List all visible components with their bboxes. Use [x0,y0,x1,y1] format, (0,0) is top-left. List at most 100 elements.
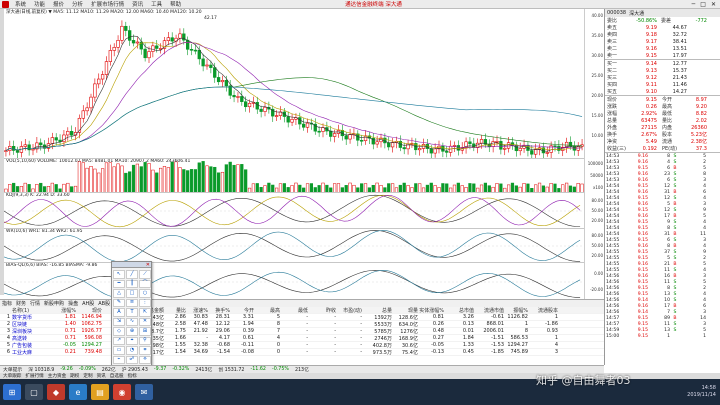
drawing-tool-icon[interactable]: ⟋ [139,270,151,279]
column-header[interactable]: 涨速% [193,307,208,314]
drawing-tool-icon[interactable]: ✕ [139,317,151,326]
grid-tab[interactable]: 行情 [30,301,41,307]
bottom-tab[interactable]: 期权 [70,374,80,379]
drawing-tool-icon[interactable]: ⋮ [139,298,151,307]
drawing-tool-icon[interactable]: ⊞ [139,327,151,336]
grid-tab[interactable]: 操盘 [68,301,79,307]
volume-panel[interactable]: VOL(5,10,60) VOLUME: 10012.07 MA5: 8481.… [4,159,584,193]
drawing-tool-icon[interactable]: ∿ [126,317,138,326]
bottom-tab[interactable]: 主力资金 [47,374,67,379]
drawing-tool-icon[interactable]: ↖ [113,270,125,279]
column-header[interactable]: 实体涨幅% [419,307,444,314]
taskview-icon[interactable]: ▢ [25,384,43,400]
drawing-tool-icon[interactable]: ◇ [113,327,125,336]
column-header[interactable]: 振幅% [513,307,528,314]
grid-tab[interactable]: 新股申购 [44,301,65,307]
column-header[interactable]: 名称(1) [12,307,30,314]
kdj-chart[interactable] [4,193,584,229]
drawing-tool-icon[interactable]: ↗ [113,336,125,345]
column-header[interactable]: 流通市值 [483,307,504,314]
menu-help[interactable]: 帮助 [170,2,182,8]
menu-system[interactable]: 系统 [15,2,27,8]
drawing-tool-icon[interactable]: A [113,308,125,317]
browser-icon[interactable]: e [69,384,87,400]
column-header[interactable]: 总金额 [148,307,164,314]
drawing-tool-icon[interactable]: ┃ [126,279,138,288]
minimize-button[interactable]: ─ [691,0,696,8]
drawing-tool-icon[interactable]: ✎ [113,298,125,307]
column-header[interactable]: 总量 [381,307,392,314]
tick-list[interactable]: 14:53 9.16 8 S 5 14:53 9.16 4 S 2 14:53 9.15 6 B 5 14:5… [605,152,720,339]
drawing-tool-icon[interactable]: ◔ [126,346,138,355]
menu-function[interactable]: 功能 [34,2,46,8]
menu-news[interactable]: 资讯 [132,2,144,8]
chart-area[interactable]: 深大通(日线,前复权) ▼ MA5: 11.12 MA10: 11.29 MA2… [4,9,604,306]
toolbox-titlebar[interactable]: ✕ [112,262,151,268]
table-row[interactable]: 3深圳板块0.711926.7713.6174688.7亿1.7521.9229… [0,328,604,335]
column-header[interactable]: 市盈(动) [343,307,362,314]
app-icon[interactable]: ◆ [47,384,65,400]
drawing-tool-icon[interactable]: ╱ [126,270,138,279]
drawing-tool-icon[interactable]: ☍ [126,355,138,364]
folder-icon[interactable]: ▤ [91,384,109,400]
drawing-tool-icon[interactable]: ⌖ [126,336,138,345]
grid-tab[interactable]: AH股 [82,301,95,307]
bottom-tab[interactable]: 自选股 [109,374,124,379]
menu-quote[interactable]: 报价 [53,2,65,8]
column-header[interactable]: 现价 [91,307,102,314]
drawing-tool-icon[interactable]: T [126,308,138,317]
drawing-toolbox[interactable]: ✕ ↖╱⟋━┃⌒△□○✎≡⋮AT⇱⇲∿✕◇⊕⊞↗⌖⚲▭◔⌗⌁☍⟡✚⊘↺ [111,261,152,374]
drawing-tool-icon[interactable]: △ [113,289,125,298]
start-icon[interactable]: ⊞ [3,384,21,400]
bottom-tab[interactable]: 指标 [127,374,137,379]
column-header[interactable]: 涨幅% [61,307,76,314]
status-item[interactable]: 大单提示 [3,368,23,373]
kline-chart[interactable] [4,9,584,159]
close-icon[interactable]: ✕ [145,262,150,268]
menu-tools[interactable]: 工具 [151,2,163,8]
table-row[interactable]: 1数字货币1.811146.9420.413920.43亿2.8630.8328… [0,314,604,321]
wr-panel[interactable]: WR(10,6) WR1: 81.34 WR2: 61.95 [4,229,584,263]
volume-chart[interactable] [4,159,584,193]
stock-app-icon[interactable]: ◉ [113,384,131,400]
drawing-tool-icon[interactable]: ⟡ [139,355,151,364]
bias-chart[interactable] [4,263,584,301]
column-header[interactable]: 昨收 [325,307,336,314]
drawing-tool-icon[interactable]: ⇱ [139,308,151,317]
bottom-tab[interactable]: 大单跟踪 [3,374,22,379]
table-row[interactable]: 6工业大麻0.21739.481.524700.17亿1.5434.69-1.5… [0,349,604,356]
close-button[interactable]: ✕ [710,0,716,8]
column-header[interactable]: 换手% [215,307,230,314]
column-header[interactable]: 总市值 [458,307,474,314]
grid-tab[interactable]: 指标 [2,301,13,307]
drawing-tool-icon[interactable]: □ [126,289,138,298]
kdj-panel[interactable]: KDJ(9,3,3) K: 22.94 D: 33.60 [4,193,584,229]
column-header[interactable]: 今开 [243,307,254,314]
sector-table[interactable]: 指标财务行情新股申购操盘AH股AB股排序 名称(1)涨幅%现价涨跌总金额量比涨速… [0,299,604,365]
drawing-tool-icon[interactable]: ≡ [126,298,138,307]
drawing-tool-icon[interactable]: ⇲ [113,317,125,326]
bottom-tab[interactable]: 资讯 [96,374,106,379]
drawing-tool-icon[interactable]: ⌒ [139,279,151,288]
table-row[interactable]: 2区块链1.401062.7514.6525553.48亿2.5847.4812… [0,321,604,328]
drawing-tool-icon[interactable]: ⌗ [139,346,151,355]
kline-panel[interactable]: 深大通(日线,前复权) ▼ MA5: 11.12 MA10: 11.29 MA2… [4,9,584,159]
drawing-tool-icon[interactable]: ▭ [113,346,125,355]
bias-panel[interactable]: BIAS-QL(6,6) BIAS: -16.85 BIASMA: -9.86 [4,263,584,301]
drawing-tool-icon[interactable]: ━ [113,279,125,288]
grid-tab[interactable]: AB股 [98,301,111,307]
column-header[interactable]: 最低 [297,307,308,314]
column-header[interactable]: 现量 [407,307,418,314]
table-row[interactable]: 4高送转0.71596.084.228222.35亿1.66-4.170.614… [0,335,604,342]
table-row[interactable]: 5广告包装-0.051294.27-0.601747.98亿1.5532.38-… [0,342,604,349]
menu-extended-market[interactable]: 扩展市场行情 [91,2,125,8]
drawing-tool-icon[interactable]: ○ [139,289,151,298]
drawing-tool-icon[interactable]: ⌁ [113,355,125,364]
column-header[interactable]: 流通股本 [537,307,558,314]
drawing-tool-icon[interactable]: ⊕ [126,327,138,336]
drawing-tool-icon[interactable]: ⚲ [139,336,151,345]
column-header[interactable]: 量比 [175,307,186,314]
bottom-tab[interactable]: 扩展行情 [25,374,44,379]
menu-analysis[interactable]: 分析 [72,2,84,8]
chat-icon[interactable]: ✉ [135,384,153,400]
